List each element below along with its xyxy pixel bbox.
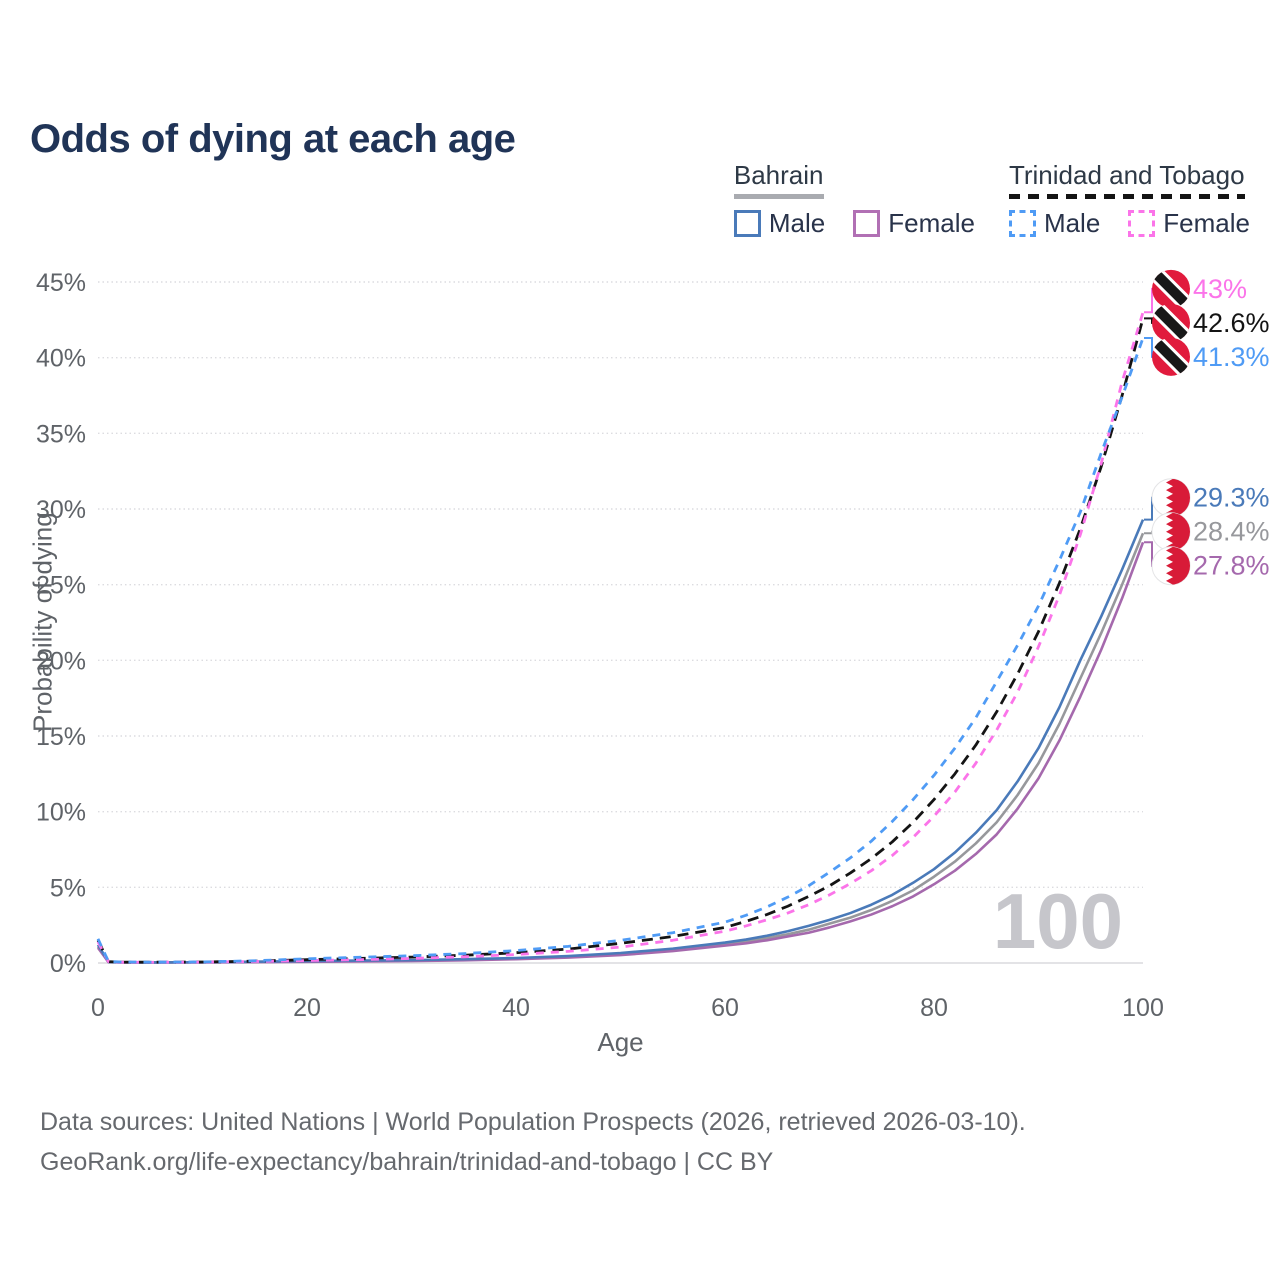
line-bahrain-male — [96, 519, 1145, 964]
x-tick-label: 60 — [711, 994, 739, 1022]
legend-group-trinidad-and-tobago: Trinidad and Tobago Male Female — [1008, 160, 1250, 239]
y-tick-label: 20% — [36, 647, 86, 675]
y-tick-label: 35% — [36, 420, 86, 448]
bahrain-female-swatch-icon — [853, 210, 881, 237]
line-tt-female — [96, 311, 1145, 964]
legend: Bahrain Male Female Trinidad and Tobago … — [733, 160, 1250, 239]
y-tick-label: 40% — [36, 345, 86, 373]
x-tick-label: 20 — [293, 994, 321, 1022]
bahrain-line-style-sample — [733, 194, 824, 199]
legend-country-label: Trinidad and Tobago — [1008, 160, 1245, 190]
x-tick-label: 0 — [91, 994, 105, 1022]
legend-item-trinidad-male[interactable]: Male — [1008, 208, 1101, 239]
y-tick-label: 10% — [36, 799, 86, 827]
line-bahrain-female — [96, 541, 1145, 964]
legend-item-bahrain-female[interactable]: Female — [853, 208, 975, 239]
line-bahrain-both — [96, 532, 1145, 964]
legend-item-label: Female — [888, 208, 975, 238]
flag-bahrain-icon — [1151, 478, 1191, 518]
legend-item-trinidad-female[interactable]: Female — [1128, 208, 1250, 239]
attribution-text: GeoRank.org/life-expectancy/bahrain/trin… — [40, 1148, 774, 1176]
y-tick-label: 25% — [36, 572, 86, 600]
end-value-label-bahrain-both: 28.4% — [1193, 517, 1270, 547]
y-tick-label: 0% — [50, 950, 86, 978]
end-value-label-bahrain-female: 27.8% — [1193, 551, 1270, 581]
trinidad-line-style-sample — [1008, 194, 1245, 199]
end-value-label-tt-female: 43% — [1193, 274, 1247, 304]
trinidad-female-swatch-icon — [1128, 210, 1156, 237]
end-value-label-tt-both: 42.6% — [1193, 308, 1270, 338]
flag-bahrain-icon — [1151, 512, 1191, 552]
page-title: Odds of dying at each age — [30, 116, 516, 161]
y-tick-label: 30% — [36, 496, 86, 524]
bahrain-male-swatch-icon — [733, 210, 761, 237]
legend-country-label: Bahrain — [733, 160, 824, 190]
legend-country-bahrain: Bahrain — [733, 160, 824, 199]
x-tick-label: 80 — [920, 994, 948, 1022]
y-tick-label: 45% — [36, 269, 86, 297]
data-source-text: Data sources: United Nations | World Pop… — [40, 1108, 1026, 1136]
legend-item-label: Female — [1163, 208, 1250, 238]
legend-group-bahrain: Bahrain Male Female — [733, 160, 975, 239]
legend-item-label: Male — [768, 208, 826, 238]
end-value-label-tt-male: 41.3% — [1193, 342, 1270, 372]
flag-bahrain-icon — [1151, 546, 1191, 586]
y-tick-label: 5% — [50, 874, 86, 902]
line-tt-male — [96, 337, 1145, 964]
legend-country-trinidad-and-tobago: Trinidad and Tobago — [1008, 160, 1245, 199]
x-tick-label: 40 — [502, 994, 530, 1022]
line-tt-both — [96, 317, 1145, 964]
y-tick-label: 15% — [36, 723, 86, 751]
x-axis-title: Age — [597, 1027, 644, 1057]
flag-trinidad-and-tobago-icon — [1152, 337, 1190, 376]
trinidad-male-swatch-icon — [1008, 210, 1036, 237]
age-watermark: 100 — [993, 877, 1123, 965]
flag-trinidad-and-tobago-icon — [1152, 269, 1190, 308]
x-tick-label: 100 — [1122, 994, 1164, 1022]
legend-item-bahrain-male[interactable]: Male — [733, 208, 826, 239]
legend-item-label: Male — [1043, 208, 1101, 238]
y-axis-title: Probability of dying — [27, 512, 58, 733]
flag-trinidad-and-tobago-icon — [1152, 303, 1190, 342]
end-value-label-bahrain-male: 29.3% — [1193, 483, 1270, 513]
